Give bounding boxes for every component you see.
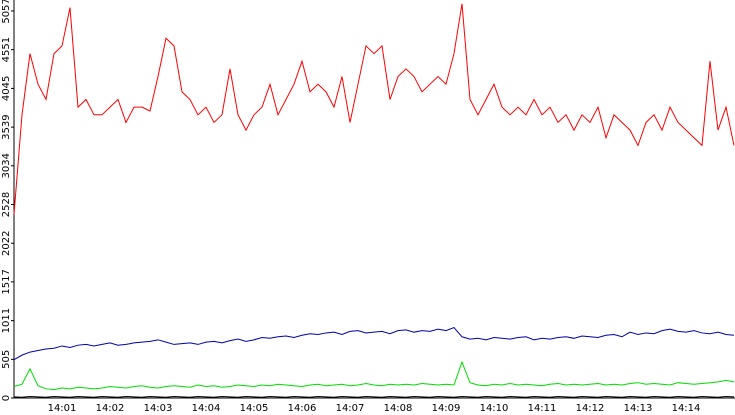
y-tick-label: 3034 (1, 153, 12, 178)
x-tick-label: 14:04 (192, 403, 221, 414)
x-tick-label: 14:11 (528, 403, 557, 414)
x-tick-label: 14:14 (672, 403, 701, 414)
y-tick-label: 505 (1, 350, 12, 369)
x-tick-label: 14:06 (288, 403, 317, 414)
series-line (13, 3, 735, 215)
y-tick-label: 4551 (1, 37, 12, 62)
x-tick-label: 14:02 (96, 403, 125, 414)
series-line (13, 360, 735, 391)
y-tick-label: 3539 (1, 114, 12, 139)
x-tick-label: 14:09 (432, 403, 461, 414)
x-tick-label: 14:01 (48, 403, 77, 414)
y-tick-label: 1517 (1, 269, 12, 294)
y-tick-label: 2528 (1, 192, 12, 217)
y-tick-label: 1011 (1, 308, 12, 333)
x-tick-label: 14:07 (336, 403, 365, 414)
series-line (13, 326, 735, 361)
x-tick-label: 14:13 (624, 403, 653, 414)
x-tick-label: 14:05 (240, 403, 269, 414)
y-tick-label: 5057 (1, 0, 12, 24)
y-tick-label: 2022 (1, 231, 12, 256)
x-tick-label: 14:08 (384, 403, 413, 414)
x-tick-label: 14:03 (144, 403, 173, 414)
series-line (13, 395, 735, 398)
y-tick-label: 0 (1, 395, 12, 401)
x-tick-label: 14:12 (576, 403, 605, 414)
y-tick-label: 4045 (1, 76, 12, 101)
x-tick-label: 14:10 (480, 403, 509, 414)
